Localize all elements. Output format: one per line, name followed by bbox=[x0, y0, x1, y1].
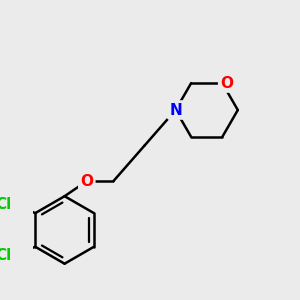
Text: N: N bbox=[169, 103, 182, 118]
Text: Cl: Cl bbox=[0, 248, 11, 263]
Text: O: O bbox=[220, 76, 233, 91]
Text: Cl: Cl bbox=[0, 197, 11, 212]
Text: O: O bbox=[80, 174, 93, 189]
